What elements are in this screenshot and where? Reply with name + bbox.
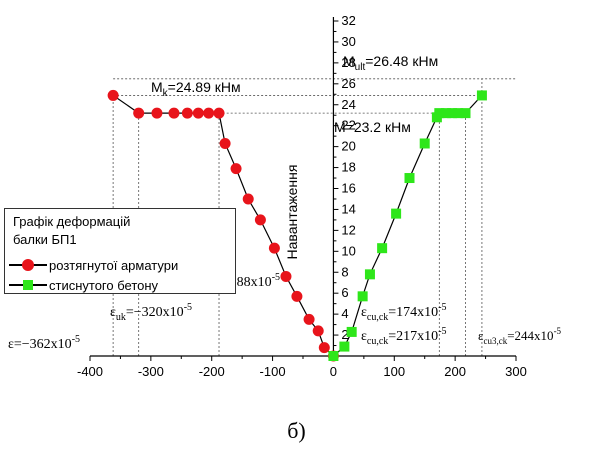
x-tick-label: 200 bbox=[444, 364, 466, 379]
x-tick-label: -200 bbox=[199, 364, 225, 379]
series-group bbox=[107, 89, 487, 362]
data-point-rebar bbox=[318, 342, 330, 354]
x-tick-label: -300 bbox=[138, 364, 164, 379]
m-ult-annotation: Mult=26.48 кНм bbox=[343, 53, 438, 73]
legend: Графік деформацій балки БП1 розтягнутої … bbox=[4, 208, 236, 294]
y-tick-label: 18 bbox=[341, 160, 355, 175]
data-point-concrete bbox=[391, 208, 402, 219]
data-point-rebar bbox=[168, 107, 180, 119]
data-point-concrete bbox=[357, 291, 368, 302]
y-tick-label: 26 bbox=[341, 76, 355, 91]
data-point-rebar bbox=[254, 214, 266, 226]
data-point-concrete bbox=[447, 108, 458, 119]
data-point-concrete bbox=[328, 351, 339, 361]
data-point-rebar bbox=[303, 313, 315, 325]
x-tick-label: -100 bbox=[260, 364, 286, 379]
data-point-rebar bbox=[242, 193, 254, 205]
data-point-rebar bbox=[230, 163, 242, 175]
y-tick-label: 30 bbox=[341, 34, 355, 49]
data-point-concrete bbox=[453, 108, 464, 119]
legend-item-concrete-label: стиснутого бетону bbox=[49, 277, 159, 293]
data-point-rebar bbox=[151, 107, 163, 119]
y-tick-label: 12 bbox=[341, 222, 355, 237]
data-point-rebar bbox=[312, 325, 324, 337]
eps-cu-217-annotation: εcu,ck=217x10-5 bbox=[361, 326, 447, 347]
legend-title-line1: Графік деформацій bbox=[13, 214, 131, 229]
y-tick-label: 24 bbox=[341, 97, 355, 112]
x-tick-label: 100 bbox=[383, 364, 405, 379]
figure-caption: б) bbox=[287, 418, 306, 443]
data-point-concrete bbox=[364, 269, 375, 280]
data-point-concrete bbox=[404, 173, 415, 184]
data-point-concrete bbox=[460, 108, 471, 119]
legend-item-concrete: стиснутого бетону bbox=[9, 276, 158, 294]
y-axis-label: Навантаження bbox=[284, 165, 300, 260]
eps-362-annotation: ε=−362x10-5 bbox=[8, 334, 80, 352]
y-tick-label: 28 bbox=[341, 55, 355, 70]
data-point-concrete bbox=[434, 108, 445, 119]
data-point-concrete bbox=[441, 108, 452, 119]
circle-marker-icon bbox=[9, 258, 47, 272]
x-tick-label: 0 bbox=[330, 364, 337, 379]
data-point-rebar bbox=[107, 89, 119, 101]
axes: -400 -300 -200 -100 0 100 200 30024681012141618… bbox=[77, 13, 527, 379]
legend-item-rebar: розтягнутої арматури bbox=[9, 256, 178, 274]
square-marker-icon bbox=[9, 278, 47, 292]
y-tick-label: 10 bbox=[341, 243, 355, 258]
data-point-concrete bbox=[476, 90, 487, 101]
m-k-annotation: Mk=24.89 кНм bbox=[151, 79, 241, 99]
legend-title-line2: балки БП1 bbox=[13, 232, 77, 247]
data-point-concrete bbox=[377, 243, 388, 254]
data-point-concrete bbox=[419, 138, 430, 149]
data-point-concrete bbox=[339, 341, 350, 352]
data-point-rebar bbox=[219, 137, 231, 149]
y-tick-label: 20 bbox=[341, 139, 355, 154]
y-tick-label: 2 bbox=[341, 327, 348, 342]
data-point-rebar bbox=[192, 107, 204, 119]
legend-title: Графік деформацій балки БП1 bbox=[13, 213, 130, 249]
data-point-concrete bbox=[346, 326, 357, 337]
x-tick-label: 300 bbox=[505, 364, 527, 379]
m-mid-annotation: M=23.2 кНм bbox=[334, 119, 411, 135]
y-tick-label: 6 bbox=[341, 285, 348, 300]
data-point-rebar bbox=[181, 107, 193, 119]
y-tick-label: 32 bbox=[341, 13, 355, 28]
y-tick-label: 16 bbox=[341, 181, 355, 196]
eps-cu-174-annotation: εcu,ck=174x10-5 bbox=[361, 302, 447, 323]
data-point-rebar bbox=[291, 290, 303, 302]
y-tick-label: 8 bbox=[341, 264, 348, 279]
data-point-rebar bbox=[213, 107, 225, 119]
data-point-rebar bbox=[133, 107, 145, 119]
y-tick-label: 4 bbox=[341, 306, 348, 321]
data-point-rebar bbox=[280, 270, 292, 282]
legend-item-rebar-label: розтягнутої арматури bbox=[49, 257, 179, 273]
x-tick-label: -400 bbox=[77, 364, 103, 379]
y-tick-label: 22 bbox=[341, 118, 355, 133]
eps-cu3-244-annotation: εcu3,ck=244x10-5 bbox=[478, 326, 562, 346]
y-tick-label: 14 bbox=[341, 201, 355, 216]
data-point-rebar bbox=[268, 242, 280, 254]
eps-uk-320-annotation: εuk=−320x10-5 bbox=[110, 302, 192, 323]
data-point-rebar bbox=[203, 107, 215, 119]
